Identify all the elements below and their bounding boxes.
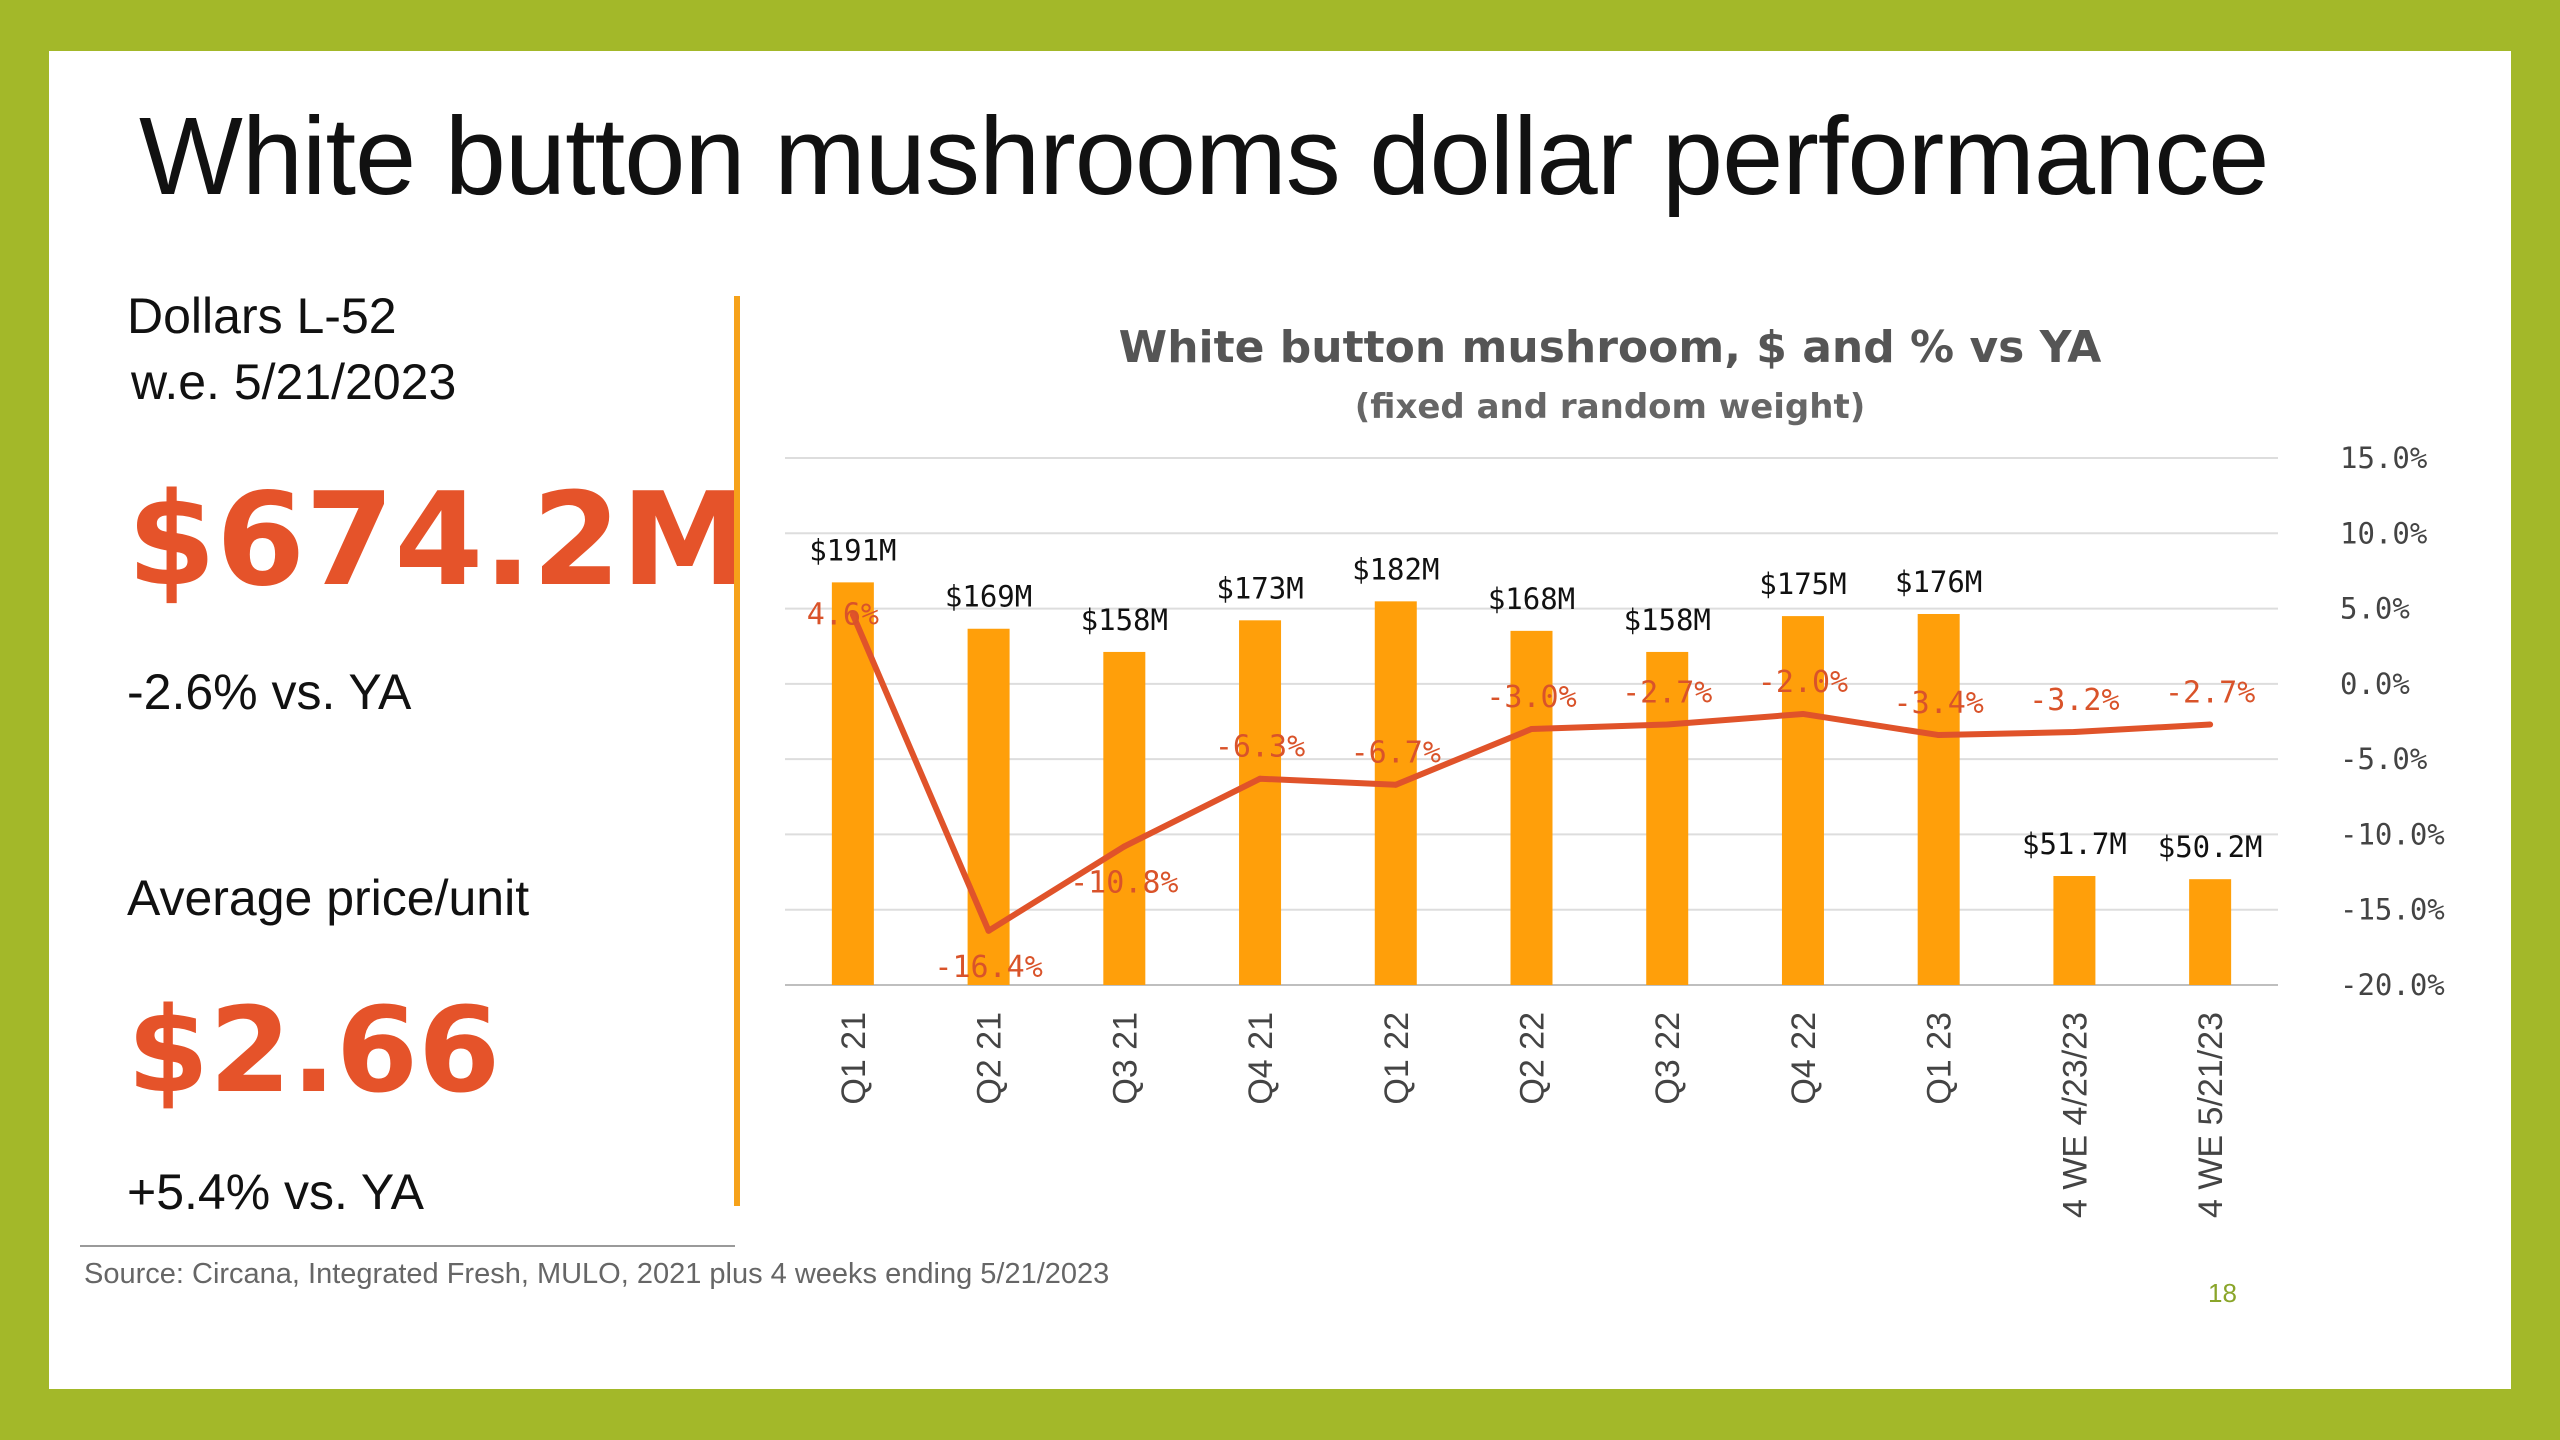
line-point (2207, 721, 2214, 728)
bar-value-label: $182M (1352, 552, 1439, 586)
line-value-label: -3.4% (1894, 686, 1984, 721)
category-tick-label: Q3 21 (1106, 1012, 1144, 1105)
line-point (1392, 781, 1399, 788)
bar (1103, 651, 1146, 985)
page-number: 18 (2208, 1278, 2237, 1308)
category-tick-label: Q2 21 (971, 1012, 1009, 1105)
right-axis-tick-label: 10.0% (2340, 516, 2427, 550)
line-point (1121, 843, 1128, 850)
source-rule (80, 1245, 735, 1247)
bar-value-label: $51.7M (2022, 827, 2127, 861)
line-point (2071, 729, 2078, 736)
chart-title: White button mushroom, $ and % vs YA (1119, 322, 2102, 373)
right-axis-tick-label: 0.0% (2340, 667, 2410, 701)
right-axis-tick-label: -5.0% (2340, 742, 2427, 776)
slide-title: White button mushrooms dollar performanc… (139, 95, 2269, 218)
bar (1917, 613, 1960, 985)
category-tick-label: Q2 22 (1514, 1012, 1552, 1105)
price-label: Average price/unit (127, 870, 530, 926)
line-value-label: -6.3% (1215, 730, 1305, 765)
price-value: $2.66 (127, 981, 501, 1119)
line-value-label: -16.4% (934, 950, 1042, 985)
bar (2053, 876, 2096, 985)
bar-value-label: $175M (1759, 567, 1846, 601)
dollars-label: Dollars L-52 (127, 288, 397, 344)
right-axis-tick-label: -15.0% (2340, 893, 2445, 927)
category-tick-label: Q4 21 (1242, 1012, 1280, 1105)
bar-value-label: $168M (1488, 582, 1575, 616)
bar (1510, 630, 1553, 985)
bar-value-label: $176M (1895, 565, 1982, 599)
right-axis-tick-label: 5.0% (2340, 592, 2410, 626)
line-value-label: -2.0% (1758, 665, 1848, 700)
bar-value-label: $191M (809, 533, 896, 567)
line-value-label: -10.8% (1070, 865, 1178, 900)
line-point (1528, 726, 1535, 733)
right-axis-tick-label: -20.0% (2340, 968, 2445, 1002)
right-axis-tick-label: -10.0% (2340, 817, 2445, 851)
bar (1239, 620, 1282, 985)
bar (1646, 651, 1689, 985)
line-point (985, 927, 992, 934)
right-axis-tick-label: 15.0% (2340, 441, 2427, 475)
bar-value-label: $158M (1081, 603, 1168, 637)
line-point (849, 611, 856, 618)
vertical-divider (734, 296, 740, 1206)
category-tick-label: Q1 22 (1378, 1012, 1416, 1105)
category-tick-label: Q4 22 (1785, 1012, 1823, 1105)
line-value-label: -2.7% (1622, 676, 1712, 711)
category-tick-label: Q1 23 (1921, 1012, 1959, 1105)
category-tick-label: 4 WE 4/23/23 (2056, 1012, 2094, 1218)
line-value-label: -2.7% (2165, 676, 2255, 711)
slide: White button mushrooms dollar performanc… (49, 51, 2511, 1389)
bar-value-label: $158M (1624, 603, 1711, 637)
bar-value-label: $50.2M (2158, 830, 2263, 864)
bar (2189, 879, 2232, 985)
line-value-label: -3.2% (2029, 683, 2119, 718)
price-change: +5.4% vs. YA (127, 1164, 424, 1220)
source-note: Source: Circana, Integrated Fresh, MULO,… (84, 1258, 1110, 1290)
line-value-label: 4.6% (807, 598, 879, 633)
bar-value-label: $169M (945, 580, 1032, 614)
line-point (1935, 732, 1942, 739)
bar (1374, 601, 1417, 985)
line-point (1799, 710, 1806, 717)
category-tick-label: Q1 21 (835, 1012, 873, 1105)
dollars-value: $674.2M (127, 466, 749, 615)
chart-subtitle: (fixed and random weight) (1355, 387, 1866, 427)
category-tick-label: Q3 22 (1649, 1012, 1687, 1105)
line-point (1257, 775, 1264, 782)
line-point (1664, 721, 1671, 728)
week-ending-label: w.e. 5/21/2023 (131, 354, 457, 410)
dollars-change: -2.6% vs. YA (127, 664, 412, 720)
category-tick-label: 4 WE 5/21/23 (2192, 1012, 2230, 1218)
bar-value-label: $173M (1216, 571, 1303, 605)
line-value-label: -6.7% (1351, 736, 1441, 771)
bar (1781, 616, 1824, 985)
line-value-label: -3.0% (1486, 680, 1576, 715)
